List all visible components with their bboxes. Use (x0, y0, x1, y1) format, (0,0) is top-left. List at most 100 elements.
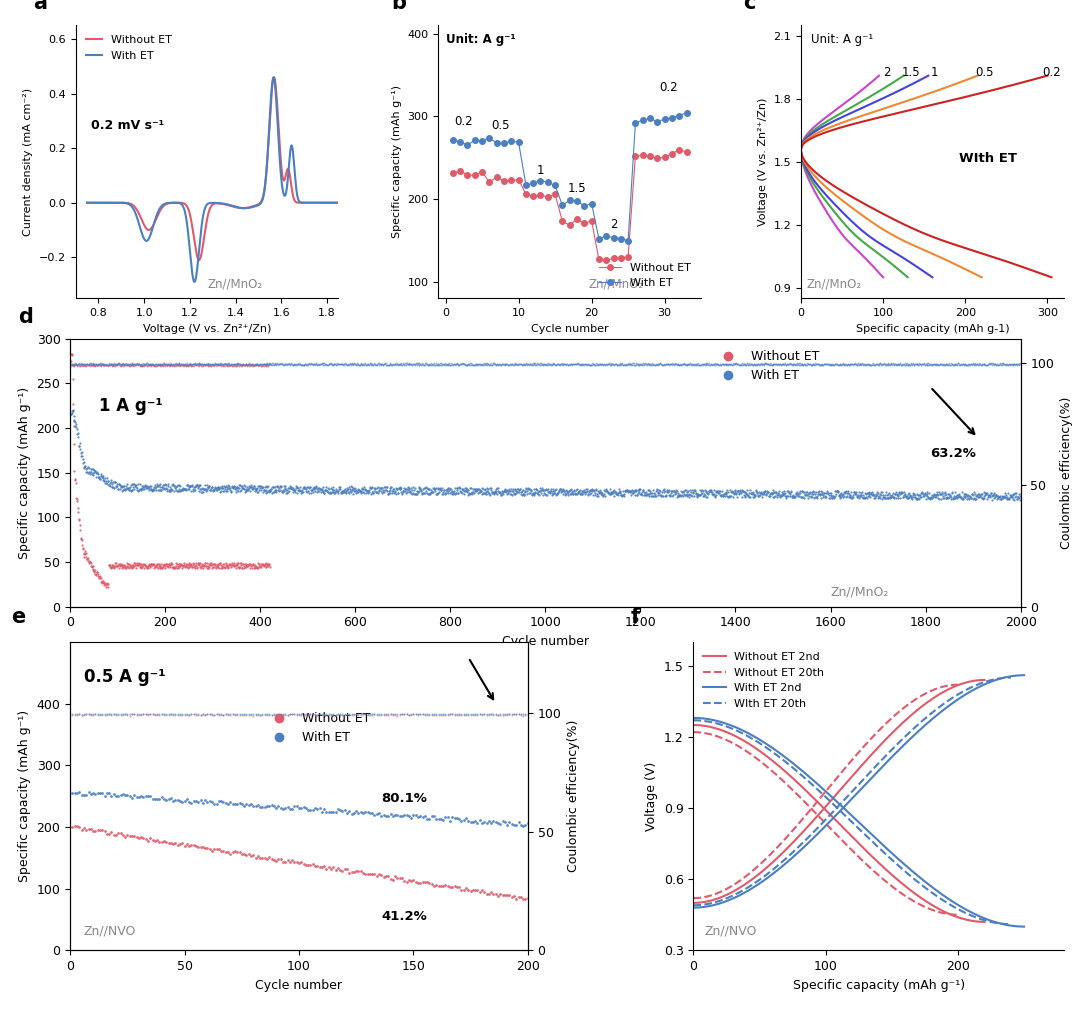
Point (846, 356, 863, 372)
Point (221, 706, 239, 722)
Point (146, 358, 163, 374)
Point (512, 483, 529, 499)
Point (325, 357, 342, 373)
Point (180, 559, 198, 575)
Point (186, 356, 203, 372)
Point (329, 485, 347, 501)
Point (893, 356, 910, 372)
Point (912, 356, 929, 372)
Point (123, 707, 140, 723)
Point (185, 356, 202, 372)
Point (885, 484, 902, 500)
Text: 1.5: 1.5 (902, 66, 920, 79)
Point (515, 356, 532, 372)
Point (514, 818, 531, 834)
Point (329, 707, 347, 723)
Point (100, 826, 118, 842)
Point (592, 484, 609, 500)
Point (105, 706, 122, 722)
Point (65, 357, 82, 373)
Point (114, 557, 132, 573)
Point (557, 356, 575, 372)
Point (725, 357, 742, 373)
Point (735, 356, 753, 372)
Point (193, 483, 211, 499)
Point (100, 477, 118, 493)
Point (117, 357, 134, 373)
Point (464, 357, 482, 373)
Point (637, 487, 654, 503)
Point (517, 706, 535, 722)
Point (176, 558, 193, 574)
Point (901, 489, 918, 506)
Point (505, 357, 523, 373)
Point (63, 357, 80, 373)
Point (66, 818, 83, 834)
Point (512, 707, 529, 723)
Point (896, 485, 914, 501)
Point (85, 466, 103, 482)
Point (242, 477, 259, 493)
Point (583, 482, 600, 498)
Point (869, 485, 887, 501)
Point (365, 357, 382, 373)
Point (649, 356, 666, 372)
Point (464, 707, 482, 723)
Point (562, 485, 579, 501)
Point (411, 356, 429, 372)
Point (109, 707, 126, 723)
Point (594, 357, 611, 373)
Point (159, 483, 176, 499)
Point (588, 357, 605, 373)
Point (376, 481, 393, 497)
Point (139, 479, 157, 495)
Point (171, 358, 188, 374)
Point (185, 794, 202, 810)
Point (724, 355, 741, 371)
Point (351, 483, 368, 499)
Point (559, 485, 577, 501)
Point (226, 356, 243, 372)
Point (150, 556, 167, 572)
Point (487, 481, 504, 497)
Point (473, 357, 490, 373)
Point (657, 357, 674, 373)
Point (848, 488, 865, 504)
Point (255, 482, 272, 498)
Point (80, 357, 97, 373)
Point (107, 788, 124, 804)
Point (913, 485, 930, 501)
Point (131, 557, 148, 573)
Point (104, 357, 121, 373)
Point (97, 357, 114, 373)
Point (180, 478, 198, 494)
Point (755, 484, 772, 500)
Point (781, 355, 798, 371)
Point (908, 490, 926, 507)
Point (187, 357, 204, 373)
Point (151, 707, 168, 723)
Point (996, 489, 1013, 506)
Point (758, 483, 775, 499)
Point (903, 490, 920, 507)
Point (198, 558, 215, 574)
Point (409, 356, 427, 372)
Point (140, 357, 158, 373)
Point (124, 557, 141, 573)
Point (414, 356, 431, 372)
Point (235, 707, 253, 723)
Point (580, 356, 597, 372)
Point (327, 708, 345, 724)
Point (186, 478, 203, 494)
Point (94, 472, 111, 488)
Point (469, 706, 486, 722)
Point (247, 799, 265, 815)
Point (82, 821, 99, 837)
Point (274, 854, 292, 870)
Point (505, 357, 523, 373)
Point (242, 357, 259, 373)
Point (279, 851, 296, 867)
Point (66, 706, 83, 722)
Point (863, 357, 880, 373)
Point (791, 488, 808, 504)
